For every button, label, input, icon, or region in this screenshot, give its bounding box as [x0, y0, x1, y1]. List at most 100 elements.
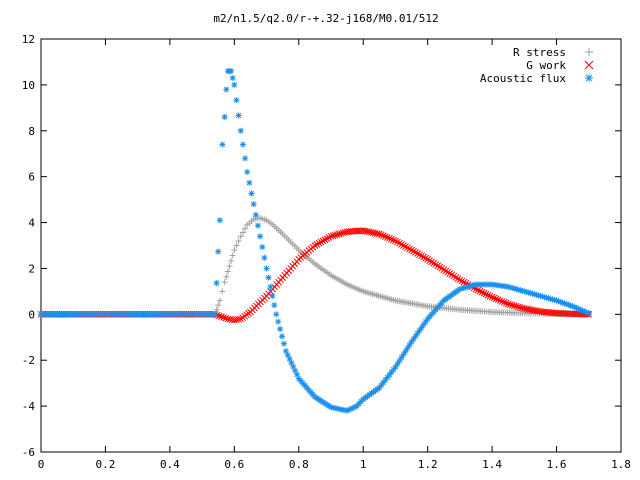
data-point: [500, 298, 508, 306]
legend-marker: [585, 74, 593, 82]
legend-marker: [584, 60, 594, 70]
data-point: [229, 252, 236, 259]
data-point: [228, 68, 235, 75]
data-point: [508, 301, 516, 309]
data-point: [518, 304, 526, 312]
data-point: [279, 333, 286, 340]
data-point: [265, 274, 272, 281]
x-tick-label: 0.6: [224, 458, 244, 471]
data-point: [388, 235, 395, 243]
y-tick-label: 2: [28, 262, 35, 275]
x-axis: 0 0.2 0.4 0.6 0.8 1 1.2 1.4 1.6 1.8: [38, 39, 631, 471]
data-point: [514, 303, 522, 311]
data-point: [242, 155, 249, 162]
y-tick-label: 10: [22, 79, 35, 92]
data-point: [369, 229, 377, 237]
data-point: [377, 231, 385, 239]
y-axis: -6 -4 -2 0 2 4 6 8 10 12: [22, 33, 621, 459]
data-point: [400, 242, 407, 249]
data-point: [380, 379, 387, 386]
data-point: [231, 81, 238, 88]
data-point: [242, 225, 249, 232]
data-point: [406, 342, 413, 349]
data-point: [259, 244, 266, 251]
data-point: [250, 201, 257, 208]
data-point: [494, 296, 502, 304]
data-point: [339, 229, 347, 237]
data-point: [412, 249, 419, 256]
data-point: [216, 297, 223, 304]
data-point: [398, 240, 405, 248]
y-tick-label: 8: [28, 125, 35, 138]
data-point: [313, 240, 321, 248]
data-point: [263, 265, 270, 272]
data-point: [498, 298, 506, 305]
data-point: [327, 232, 335, 240]
data-point: [223, 273, 230, 280]
data-point: [480, 289, 488, 297]
data-point: [235, 112, 242, 119]
data-point: [337, 230, 345, 237]
data-point: [484, 291, 492, 299]
data-point: [246, 179, 253, 186]
data-point: [331, 231, 339, 239]
data-point: [275, 318, 282, 325]
data-point: [516, 304, 524, 311]
data-point: [520, 305, 528, 312]
data-point: [237, 233, 244, 240]
data-point: [512, 302, 520, 310]
data-point: [223, 86, 230, 93]
data-point: [219, 288, 226, 295]
data-point: [215, 248, 222, 255]
data-point: [456, 276, 464, 284]
data-point: [235, 237, 242, 244]
x-tick-label: 1.6: [547, 458, 567, 471]
data-point: [273, 311, 280, 318]
data-point: [402, 348, 409, 355]
data-point: [490, 294, 498, 302]
data-point: [510, 302, 518, 310]
data-point: [396, 357, 403, 364]
data-point: [222, 314, 230, 322]
data-point: [239, 229, 246, 236]
legend-label: Acoustic flux: [480, 72, 566, 85]
data-point: [488, 293, 496, 301]
y-tick-label: -2: [22, 354, 35, 367]
data-point: [248, 190, 255, 197]
data-point: [269, 292, 276, 299]
data-point: [522, 305, 530, 313]
data-point: [394, 238, 401, 246]
data-point: [478, 288, 486, 296]
data-point: [533, 307, 540, 315]
data-point: [267, 283, 274, 290]
data-point: [252, 211, 259, 218]
data-point: [228, 257, 235, 264]
data-point: [400, 351, 407, 358]
x-tick-label: 0.4: [160, 458, 180, 471]
data-point: [585, 310, 592, 317]
data-point: [257, 233, 264, 240]
y-tick-label: 0: [28, 308, 35, 321]
data-point: [396, 239, 403, 247]
data-point: [220, 314, 227, 321]
legend-label: R stress: [513, 46, 566, 59]
data-point: [329, 232, 337, 240]
x-tick-label: 0.8: [289, 458, 309, 471]
data-point: [392, 364, 399, 371]
data-point: [323, 235, 331, 242]
data-point: [502, 299, 510, 307]
data-point: [333, 231, 341, 238]
x-tick-label: 0.2: [96, 458, 116, 471]
y-tick-label: -6: [22, 446, 35, 459]
data-point: [474, 286, 482, 294]
data-point: [398, 354, 405, 361]
y-tick-label: 6: [28, 171, 35, 184]
legend-marker: [585, 48, 593, 56]
data-point: [418, 324, 425, 331]
series-acoustic-flux: [38, 68, 592, 414]
data-point: [476, 287, 484, 295]
data-point: [529, 306, 536, 314]
data-point: [271, 302, 278, 309]
data-point: [319, 237, 327, 245]
data-point: [492, 295, 500, 303]
